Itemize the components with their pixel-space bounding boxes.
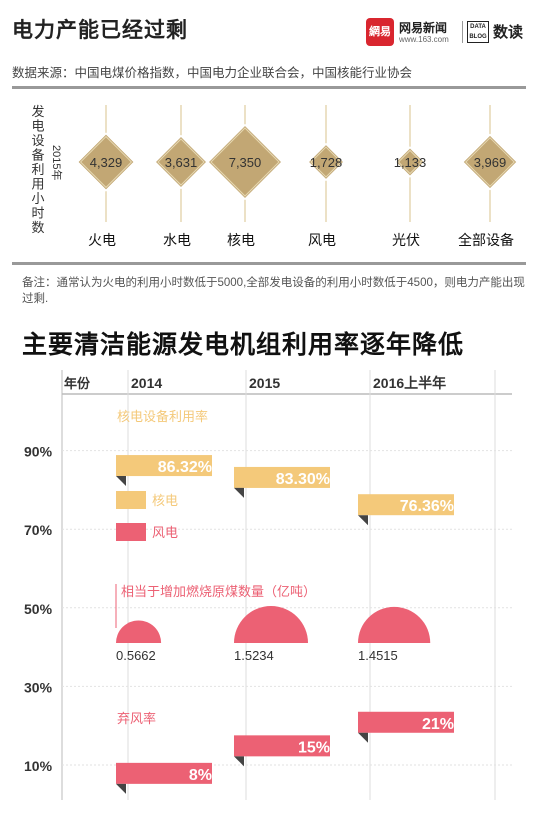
y-axis-title-char: 发: [31, 104, 44, 119]
coal-value-label: 0.5662: [116, 648, 156, 663]
category-label: 光伏: [392, 232, 420, 248]
diamond-inner-border: [465, 137, 515, 187]
series-label: 核电设备利用率: [117, 409, 208, 424]
y-tick-label: 10%: [24, 758, 53, 774]
wind-bar: [116, 762, 212, 784]
y-axis-title-char: 时: [31, 206, 44, 221]
bottom-divider: [12, 262, 526, 265]
category-label: 全部设备: [458, 232, 514, 248]
y-tick-label: 90%: [24, 444, 53, 460]
bar-fold: [116, 783, 126, 794]
y-axis-title-char: 用: [31, 177, 44, 192]
coal-semicircle: [116, 620, 162, 643]
year-header: 年份: [64, 376, 91, 391]
year-label: 2015年: [50, 145, 64, 180]
category-label: 水电: [163, 232, 191, 248]
diamond-inner-border: [79, 135, 133, 189]
category-label: 风电: [308, 232, 336, 248]
coal-semicircle: [358, 606, 431, 643]
brand-name: 网易新闻: [399, 21, 448, 35]
value-label: 1,728: [310, 155, 343, 170]
y-axis-title-char: 备: [31, 148, 44, 163]
nuclear-bar: [116, 455, 212, 477]
diamond-mark: [394, 146, 426, 178]
legend-swatch: [116, 491, 146, 509]
netease-logo: 網易: [366, 18, 394, 46]
wind-value-label: 15%: [298, 739, 330, 756]
wind-value-label: 21%: [422, 716, 454, 733]
diamond-inner-border: [210, 127, 280, 197]
value-label: 4,329: [90, 155, 123, 170]
diamond-inner-border: [310, 146, 342, 178]
bar-fold: [234, 487, 244, 498]
category-label: 火电: [88, 232, 116, 248]
y-axis-title-char: 数: [31, 220, 44, 235]
brand-url: www.163.com: [399, 35, 449, 44]
y-tick-label: 50%: [24, 601, 53, 617]
y-tick-label: 30%: [24, 679, 53, 695]
diamond-inner-border: [397, 149, 423, 175]
nuclear-bar: [234, 466, 330, 488]
nuclear-value-label: 83.30%: [276, 471, 330, 488]
y-axis-title-char: 设: [31, 133, 44, 148]
column-name: 数读: [493, 24, 524, 41]
bar-fold: [116, 476, 126, 487]
y-axis-title-char: 小: [31, 191, 44, 206]
legend-label: 风电: [152, 525, 178, 540]
footnote: 备注：通常认为火电的利用小时数低于5000,全部发电设备的利用小时数低于4500…: [22, 277, 525, 305]
y-tick-label: 70%: [24, 522, 53, 538]
wind-bar: [234, 735, 330, 757]
curtail-series-label: 弃风率: [117, 711, 156, 726]
nuclear-value-label: 76.36%: [400, 498, 454, 515]
coal-series-label: 相当于增加燃烧原煤数量（亿吨）: [121, 584, 316, 599]
datablog-logo: DATA BLOG: [467, 21, 489, 43]
nuclear-bar: [358, 494, 454, 516]
y-axis-title-char: 电: [31, 119, 44, 134]
legend-label: 核电: [152, 493, 178, 508]
year-label: 2014: [131, 375, 162, 391]
value-label: 3,631: [165, 155, 198, 170]
value-label: 3,969: [474, 155, 507, 170]
value-label: 7,350: [229, 155, 262, 170]
value-label: 1,133: [394, 155, 427, 170]
diamond-mark: [306, 142, 346, 182]
diamond-inner-border: [157, 138, 205, 186]
coal-value-label: 1.5234: [234, 648, 274, 663]
bar-fold: [234, 756, 244, 767]
diamond-mark: [206, 123, 284, 201]
bar-fold: [358, 732, 368, 743]
data-source: 数据来源：中国电煤价格指数，中国电力企业联合会，中国核能行业协会: [12, 66, 413, 80]
page-title: 电力产能已经过剩: [12, 19, 188, 42]
legend-swatch: [116, 523, 146, 541]
section-title: 主要清洁能源发电机组利用率逐年降低: [22, 331, 465, 359]
wind-bar: [358, 711, 454, 733]
brand-divider: [462, 21, 463, 43]
coal-semicircle: [234, 606, 308, 643]
diamond-mark: [153, 134, 209, 190]
nuclear-value-label: 86.32%: [158, 459, 212, 476]
bar-fold: [358, 515, 368, 526]
category-label: 核电: [227, 232, 255, 248]
y-axis-title-char: 利: [31, 162, 44, 177]
coal-value-label: 1.4515: [358, 648, 398, 663]
top-divider: [12, 86, 526, 89]
diamond-mark: [461, 133, 519, 191]
diamond-mark: [76, 132, 136, 192]
year-label: 2015: [249, 375, 280, 391]
wind-value-label: 8%: [189, 767, 212, 784]
year-label: 2016上半年: [373, 375, 446, 391]
